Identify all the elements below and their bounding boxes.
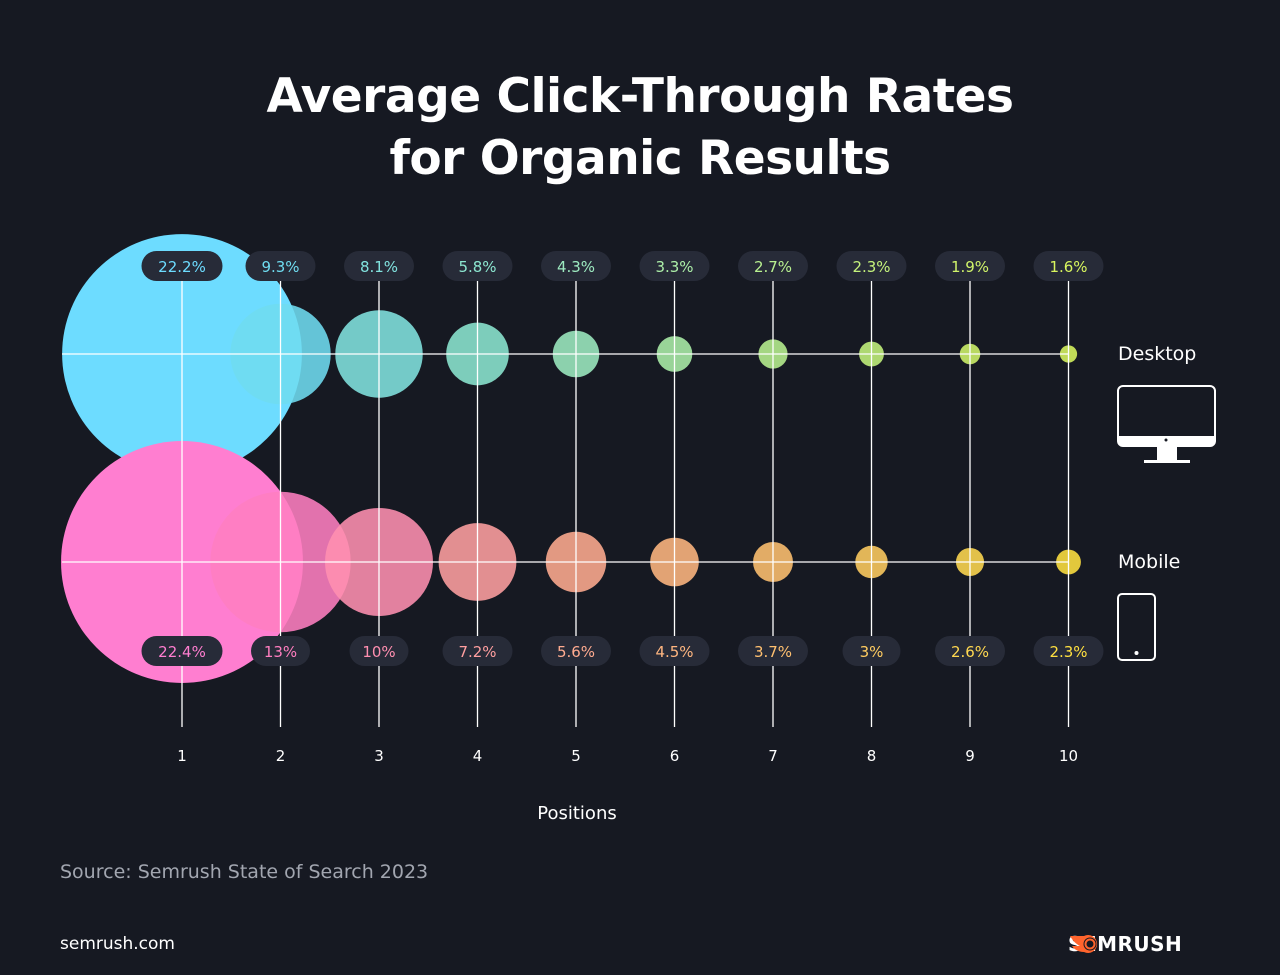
x-axis-label: Positions [537, 803, 617, 824]
value-label: 2.7% [754, 258, 792, 276]
value-label: 8.1% [360, 258, 398, 276]
smartphone-icon [1117, 593, 1156, 661]
title-line-2: for Organic Results [389, 131, 891, 186]
value-label: 2.3% [852, 258, 890, 276]
value-label: 3.7% [754, 643, 792, 661]
value-label-bg [1033, 251, 1104, 281]
value-label: 9.3% [261, 258, 299, 276]
x-tick-label: 4 [473, 747, 483, 765]
value-label: 3.3% [655, 258, 693, 276]
value-label: 1.6% [1049, 258, 1087, 276]
value-label-bg [935, 636, 1005, 666]
x-tick-label: 6 [670, 747, 680, 765]
x-tick-label: 10 [1059, 747, 1078, 765]
desktop-monitor-icon [1117, 385, 1216, 463]
value-label: 2.3% [1049, 643, 1087, 661]
value-label: 5.6% [557, 643, 595, 661]
value-label-bg [245, 251, 316, 281]
value-label: 10% [362, 643, 395, 661]
site-link[interactable]: semrush.com [60, 934, 175, 954]
chart-title: Average Click-Through Rates for Organic … [0, 66, 1280, 190]
value-label: 22.2% [158, 258, 206, 276]
value-label-bg [935, 251, 1005, 281]
value-label: 7.2% [458, 643, 496, 661]
legend-mobile-label: Mobile [1118, 551, 1181, 573]
value-label-bg [1033, 636, 1104, 666]
value-label: 4.3% [557, 258, 595, 276]
value-label-bg [842, 636, 901, 666]
value-label: 5.8% [458, 258, 496, 276]
semrush-flame-icon [1070, 935, 1098, 953]
value-label-bg [442, 636, 513, 666]
source-note: Source: Semrush State of Search 2023 [60, 861, 429, 883]
value-label: 2.6% [951, 643, 989, 661]
value-label-bg [141, 251, 223, 281]
value-label-bg [738, 251, 808, 281]
value-label-bg [639, 636, 710, 666]
value-label: 4.5% [655, 643, 693, 661]
x-tick-label: 7 [768, 747, 778, 765]
value-label-bg [738, 636, 808, 666]
x-tick-label: 5 [571, 747, 581, 765]
semrush-logo: SEMRUSH [1068, 932, 1182, 956]
value-label-bg [442, 251, 513, 281]
x-tick-label: 1 [177, 747, 187, 765]
x-tick-label: 9 [965, 747, 975, 765]
value-label-bg [344, 251, 414, 281]
value-label-bg [349, 636, 409, 666]
legend-desktop-label: Desktop [1118, 343, 1197, 365]
x-tick-label: 2 [276, 747, 286, 765]
value-label-bg [836, 251, 907, 281]
value-label-bg [541, 251, 611, 281]
value-label: 22.4% [158, 643, 206, 661]
value-label: 1.9% [951, 258, 989, 276]
value-label: 13% [264, 643, 297, 661]
value-label: 3% [860, 643, 884, 661]
value-label-bg [541, 636, 611, 666]
x-tick-label: 8 [867, 747, 877, 765]
value-label-bg [639, 251, 710, 281]
value-label-bg [251, 636, 310, 666]
title-line-1: Average Click-Through Rates [266, 69, 1014, 124]
x-tick-label: 3 [374, 747, 384, 765]
value-label-bg [141, 636, 223, 666]
